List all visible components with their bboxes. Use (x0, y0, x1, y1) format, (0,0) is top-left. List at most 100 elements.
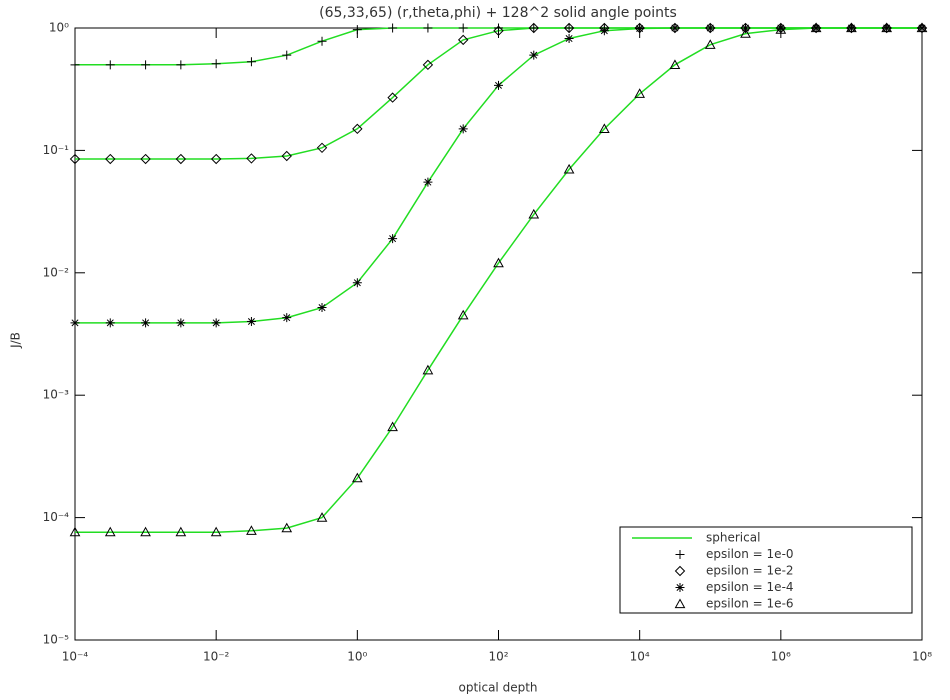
marker (846, 22, 857, 33)
marker (457, 309, 469, 320)
marker (705, 23, 715, 33)
marker (423, 177, 433, 187)
marker (387, 92, 398, 103)
marker (210, 153, 222, 165)
legend-marker (675, 583, 685, 592)
marker (423, 23, 433, 33)
legend-marker (674, 565, 686, 577)
marker (493, 25, 504, 36)
marker (246, 525, 257, 535)
marker (282, 50, 292, 60)
spherical-line (75, 27, 922, 160)
marker (422, 364, 434, 375)
y-tick-label: 10⁻² (43, 265, 70, 279)
y-tick-label: 10⁰ (49, 21, 69, 35)
marker (352, 123, 363, 135)
marker (846, 23, 856, 33)
marker (210, 526, 222, 537)
marker (741, 23, 751, 33)
plot-frame (74, 27, 923, 641)
marker (704, 39, 716, 49)
x-tick-label: 10⁴ (630, 650, 650, 664)
marker (810, 22, 822, 33)
chart-title: (65,33,65) (r,theta,phi) + 128^2 solid a… (319, 5, 677, 21)
marker (175, 153, 187, 165)
marker (246, 57, 256, 67)
marker (917, 23, 927, 33)
marker (494, 23, 503, 33)
marker (105, 153, 116, 165)
spherical-line (75, 27, 922, 533)
marker (528, 22, 539, 34)
legend-label: epsilon = 1e-0 (706, 547, 794, 561)
x-tick-label: 10⁶ (771, 650, 791, 664)
marker (388, 234, 398, 244)
x-tick-label: 10⁰ (347, 650, 367, 664)
y-tick-label: 10⁻³ (43, 388, 70, 402)
x-tick-label: 10² (488, 650, 508, 664)
y-tick-label: 10⁻⁴ (43, 510, 70, 524)
marker (635, 24, 645, 34)
marker (811, 23, 821, 33)
marker (352, 25, 362, 35)
y-axis-label: J/B (9, 332, 23, 349)
marker (281, 522, 293, 533)
marker (246, 317, 256, 327)
marker (388, 23, 398, 33)
marker (775, 24, 787, 34)
marker (458, 23, 468, 33)
marker (599, 26, 609, 36)
legend-marker (674, 598, 686, 609)
marker (529, 23, 539, 33)
legend-label: epsilon = 1e-4 (706, 580, 794, 594)
marker (140, 526, 151, 537)
marker (104, 526, 116, 537)
marker (634, 88, 646, 98)
marker (882, 23, 892, 33)
marker (246, 153, 257, 164)
spherical-line (75, 27, 922, 324)
marker (105, 318, 115, 328)
marker (281, 150, 292, 162)
y-tick-label: 10⁻⁵ (43, 633, 70, 647)
x-axis-label: optical depth (458, 681, 537, 695)
marker (564, 23, 574, 33)
y-tick-label: 10⁻¹ (43, 143, 70, 157)
marker (563, 22, 575, 34)
marker (740, 28, 751, 38)
marker (141, 60, 151, 70)
legend-label: spherical (706, 531, 760, 545)
marker (105, 60, 115, 70)
legend-label: epsilon = 1e-2 (706, 564, 794, 578)
marker (141, 318, 151, 328)
marker (70, 60, 80, 70)
marker (458, 124, 468, 134)
x-tick-label: 10⁻² (203, 650, 230, 664)
marker (70, 318, 80, 328)
marker (317, 36, 327, 46)
marker (211, 59, 221, 69)
marker (352, 278, 362, 288)
marker (176, 318, 186, 328)
marker (529, 50, 539, 60)
marker (211, 318, 221, 328)
marker (282, 313, 292, 323)
marker (317, 303, 327, 313)
marker (494, 80, 503, 90)
marker (387, 421, 398, 432)
marker (669, 59, 681, 69)
marker (564, 34, 574, 44)
marker (457, 34, 469, 46)
marker (316, 512, 328, 522)
marker (176, 60, 186, 70)
legend-marker (675, 550, 685, 559)
marker (916, 22, 928, 33)
legend-box (619, 526, 913, 614)
marker (881, 22, 893, 33)
marker (776, 23, 786, 33)
x-tick-label: 10⁻⁴ (62, 650, 89, 664)
marker (69, 153, 81, 165)
marker (140, 153, 151, 165)
marker (175, 526, 187, 537)
